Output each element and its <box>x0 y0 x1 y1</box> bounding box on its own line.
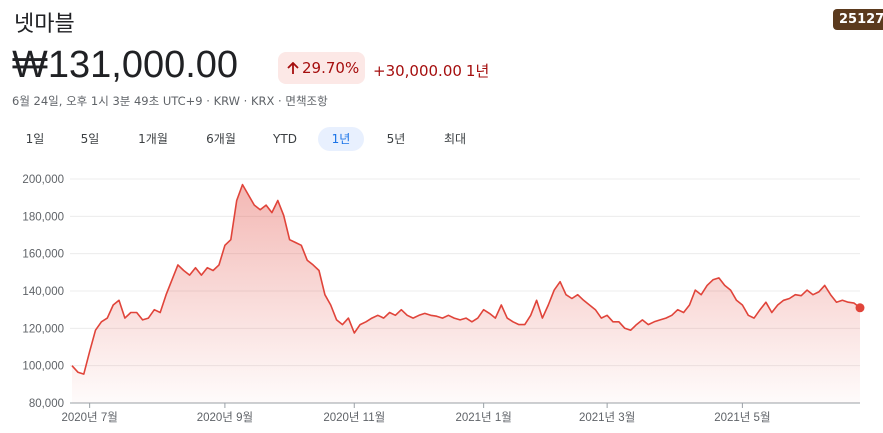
price: ₩131,000.00 <box>12 44 239 86</box>
y-tick-label: 100,000 <box>22 361 64 373</box>
y-tick-label: 140,000 <box>22 286 64 298</box>
range-button[interactable]: 1년 <box>318 127 364 151</box>
change-percent: 29.70% <box>302 59 360 77</box>
y-tick-label: 120,000 <box>22 323 64 335</box>
x-tick-label: 2021년 3월 <box>579 411 635 424</box>
range-button[interactable]: 6개월 <box>206 132 236 146</box>
y-tick-label: 80,000 <box>29 398 64 410</box>
range-button[interactable]: 5일 <box>80 132 100 146</box>
area-fill <box>72 184 860 403</box>
change-period: 1년 <box>465 62 490 80</box>
price-line <box>71 183 861 375</box>
last-point <box>855 303 865 313</box>
range-button[interactable]: 5년 <box>386 132 406 146</box>
change-absolute: +30,000.00 1년 <box>373 60 489 81</box>
change-value: +30,000.00 <box>373 62 462 80</box>
stock-name: 넷마블 <box>14 12 75 37</box>
change-pill: 29.70% <box>278 52 365 84</box>
x-tick-label: 2020년 11월 <box>323 411 385 424</box>
range-button[interactable]: 1일 <box>25 132 45 146</box>
y-tick-label: 200,000 <box>22 174 64 186</box>
range-button[interactable]: YTD <box>273 132 297 146</box>
quote-info: 6월 24일, 오후 1시 3분 49초 UTC+9 · KRW · KRX ·… <box>12 94 328 108</box>
x-tick-label: 2021년 5월 <box>714 411 770 424</box>
range-button[interactable]: 최대 <box>443 132 467 146</box>
x-tick-label: 2020년 9월 <box>197 411 253 424</box>
x-tick-label: 2021년 1월 <box>455 411 511 424</box>
up-arrow <box>287 61 299 74</box>
y-tick-label: 180,000 <box>22 211 64 223</box>
ticker-badge[interactable]: 251270 <box>833 9 883 30</box>
x-tick-label: 2020년 7월 <box>61 411 117 424</box>
range-button[interactable]: 1개월 <box>138 132 168 146</box>
y-tick-label: 160,000 <box>22 249 64 261</box>
chart: 80,000 100,000 120,000 140,000 160,000 180,00… <box>22 174 865 424</box>
